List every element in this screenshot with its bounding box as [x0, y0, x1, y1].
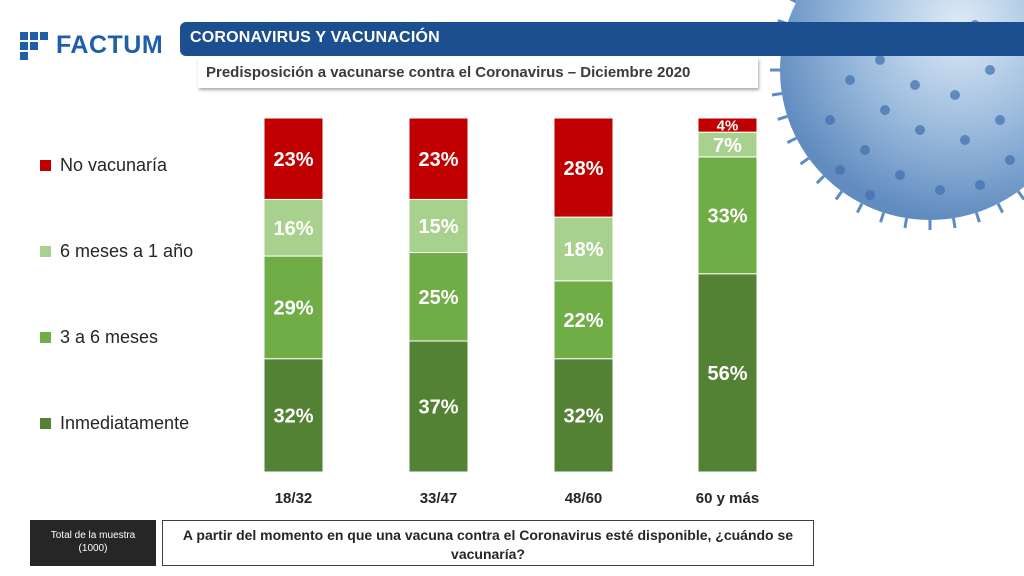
data-label: 33% [707, 206, 747, 228]
bar-segment [263, 198, 324, 257]
survey-question: A partir del momento en que una vacuna c… [162, 520, 814, 566]
bar-segment [263, 117, 324, 200]
category-label: 18/32 [275, 490, 313, 507]
brand-name: FACTUM [56, 30, 164, 59]
data-label: 32% [273, 406, 313, 428]
data-label: 22% [563, 310, 603, 332]
category-label: 48/60 [565, 490, 603, 507]
virus-dot [865, 190, 875, 200]
bar-segment [408, 340, 469, 473]
subheader-box: Predisposición a vacunarse contra el Cor… [198, 58, 758, 88]
virus-spike [996, 202, 1004, 214]
data-label: 23% [273, 149, 313, 171]
virus-spike [856, 202, 864, 214]
legend-item: Inmediatamente [40, 411, 189, 435]
virus-spike [903, 217, 909, 229]
legend-label: Inmediatamente [60, 412, 190, 433]
data-label: 29% [273, 298, 313, 320]
virus-dot [960, 135, 970, 145]
bar-segment [697, 273, 758, 473]
legend-item: No vacunaría [40, 153, 167, 177]
bar-segment [553, 216, 614, 282]
virus-dot [910, 80, 920, 90]
legend-label: 3 a 6 meses [60, 326, 159, 347]
virus-dot [895, 170, 905, 180]
data-label: 25% [418, 287, 458, 309]
bar-segment [408, 252, 469, 342]
legend-item: 3 a 6 meses [40, 325, 158, 349]
category-label: 60 y más [696, 490, 759, 507]
bar-segment [553, 280, 614, 360]
virus-dot [835, 165, 845, 175]
factum-logo: FACTUM [20, 28, 163, 62]
virus-dot [985, 65, 995, 75]
virus-dot [995, 115, 1005, 125]
data-label: 7% [713, 135, 742, 157]
legend-swatch [40, 245, 51, 257]
virus-spike [974, 212, 981, 223]
virus-spike [777, 114, 788, 121]
bar-segment [697, 117, 758, 133]
bar-segment [553, 117, 614, 218]
virus-dot [950, 90, 960, 100]
data-label: 56% [707, 363, 747, 385]
virus-spike [951, 217, 957, 229]
header-band [180, 22, 1024, 56]
virus-spike [799, 156, 810, 166]
data-label: 16% [273, 218, 313, 240]
virus-spike [815, 175, 825, 185]
virus-spike [771, 91, 783, 97]
legend-label: 6 meses a 1 año [60, 240, 194, 261]
logo-mark-icon [20, 32, 48, 60]
virus-spike [786, 136, 798, 144]
virus-dot [845, 75, 855, 85]
legend-swatch [40, 417, 51, 429]
legend-label: No vacunaría [60, 154, 168, 175]
data-label: 4% [717, 117, 739, 134]
bar-segment [263, 358, 324, 473]
legend-swatch [40, 331, 51, 343]
data-label: 23% [418, 149, 458, 171]
sample-size-label: Total de la muestra [50, 530, 136, 541]
legend-item: 6 meses a 1 año [40, 239, 193, 263]
virus-spike [1016, 190, 1024, 201]
legend-swatch [40, 159, 51, 171]
data-label: 37% [418, 397, 458, 419]
data-label: 18% [563, 239, 603, 261]
virus-dot [825, 115, 835, 125]
bar-segment [408, 117, 469, 200]
page-title: CORONAVIRUS Y VACUNACIÓN [190, 29, 440, 46]
virus-dot [975, 180, 985, 190]
virus-dot [860, 145, 870, 155]
virus-spike [834, 190, 844, 201]
virus-spike [789, 0, 798, 4]
bar-segment [263, 255, 324, 360]
bar-segment [697, 156, 758, 275]
category-label: 33/47 [420, 490, 458, 507]
bar-segment [553, 358, 614, 473]
data-label: 28% [563, 158, 603, 180]
virus-dot [1005, 155, 1015, 165]
data-label: 32% [563, 406, 603, 428]
virus-dot [880, 105, 890, 115]
virus-dot [935, 185, 945, 195]
data-label: 15% [418, 216, 458, 238]
sample-size-box: Total de la muestra (1000) [30, 520, 156, 566]
page-subtitle: Predisposición a vacunarse contra el Cor… [206, 64, 691, 81]
virus-spike [879, 212, 886, 223]
bar-segment [697, 131, 758, 158]
sample-size-value: (1000) [78, 543, 108, 554]
virus-dot [875, 55, 885, 65]
virus-dot [915, 125, 925, 135]
